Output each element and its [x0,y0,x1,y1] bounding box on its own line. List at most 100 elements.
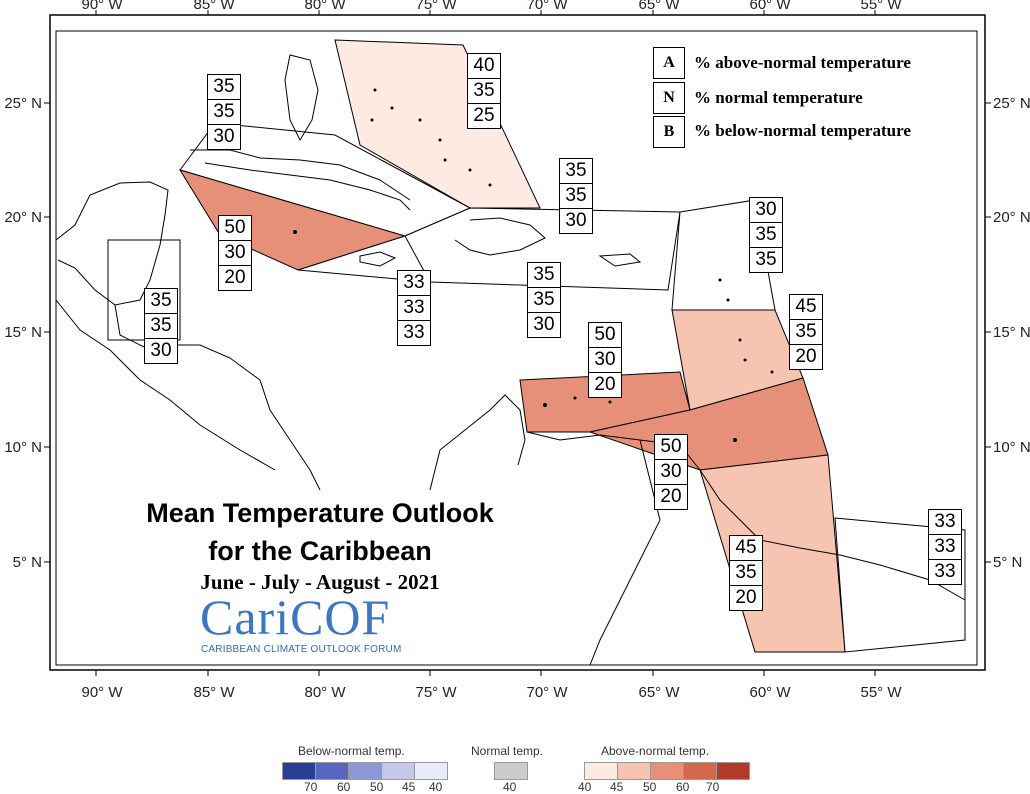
scale-value: 60 [676,780,690,794]
map-title-line1: Mean Temperature Outlook [146,498,494,528]
scale-swatch-above-70 [716,762,750,780]
prob-above: 35 [560,159,592,184]
scale-swatch-below-45 [381,762,415,780]
prob-box-jamaica: 33 33 33 [397,270,431,346]
scale-value: 50 [370,780,384,794]
prob-above: 50 [589,323,621,348]
lat-label-left: 20° N [4,209,42,226]
prob-normal: 30 [589,348,621,373]
prob-above: 50 [655,435,687,460]
prob-above: 45 [790,295,822,320]
lat-label-right: 25° N [993,95,1030,112]
legend-key-n: N [653,82,685,114]
prob-box-cuba: 35 35 30 [207,74,241,150]
scale-value: 50 [643,780,657,794]
prob-normal: 35 [468,79,500,104]
map-title-line2: for the Caribbean [208,536,432,566]
prob-normal: 35 [730,561,762,586]
lon-label-bottom: 55° W [860,684,902,701]
prob-normal: 33 [398,296,430,321]
prob-normal: 30 [655,460,687,485]
lat-label-left: 25° N [4,95,42,112]
scale-swatch-below-40 [414,762,448,780]
prob-box-bahamas: 40 35 25 [467,53,501,129]
scale-label-above: Above-normal temp. [601,744,710,758]
prob-below: 33 [934,561,956,582]
prob-box-guyana: 45 35 20 [729,535,763,611]
prob-above: 50 [219,216,251,241]
scale-swatch-above-60 [683,762,717,780]
prob-below: 20 [224,267,246,288]
scale-swatch-normal-40 [494,762,528,780]
prob-box-hispaniola: 35 35 30 [559,158,593,234]
prob-below: 30 [213,126,235,147]
caricof-logo-subtitle: CARIBBEAN CLIMATE OUTLOOK FORUM [201,644,402,655]
coastlines [55,54,966,666]
prob-above: 33 [398,271,430,296]
lon-label-bottom: 65° W [638,684,680,701]
prob-normal: 35 [560,184,592,209]
prob-below: 30 [150,340,172,361]
prob-below: 20 [795,346,817,367]
lon-label-bottom: 60° W [749,684,791,701]
scale-value: 40 [578,780,592,794]
lon-label-top: 80° W [304,0,346,13]
prob-box-puerto-rico: 35 35 30 [527,262,561,338]
axis-ticks [44,10,991,676]
prob-normal: 35 [750,223,782,248]
lat-label-right: 5° N [993,554,1022,571]
lon-label-top: 85° W [193,0,235,13]
prob-normal: 30 [219,241,251,266]
prob-normal: 33 [929,535,961,560]
scale-label-below: Below-normal temp. [298,744,405,758]
prob-box-belize: 35 35 30 [144,288,178,364]
lon-label-bottom: 75° W [415,684,457,701]
prob-normal: 35 [528,288,560,313]
lon-label-bottom: 90° W [81,684,123,701]
prob-below: 33 [403,322,425,343]
lon-label-top: 55° W [860,0,902,13]
lon-label-top: 90° W [81,0,123,13]
prob-below: 30 [565,210,587,231]
prob-above: 30 [750,198,782,223]
lon-label-top: 75° W [415,0,457,13]
scale-swatch-below-70 [282,762,316,780]
prob-above: 35 [145,289,177,314]
scale-swatch-below-60 [315,762,349,780]
region-belize [107,239,181,341]
lat-label-left: 15° N [4,324,42,341]
prob-above: 40 [468,54,500,79]
legend-label-b: % below-normal temperature [694,121,911,140]
prob-below: 20 [660,486,682,507]
lon-label-bottom: 85° W [193,684,235,701]
prob-below: 25 [473,105,495,126]
lon-label-top: 60° W [749,0,791,13]
prob-above: 35 [528,263,560,288]
lon-label-bottom: 80° W [304,684,346,701]
prob-normal: 35 [208,100,240,125]
region-bahamas [334,39,541,209]
caricof-logo: CariCOF [200,589,391,645]
scale-value: 45 [402,780,416,794]
scale-value: 70 [304,780,318,794]
scale-value: 60 [337,780,351,794]
prob-normal: 35 [145,314,177,339]
scale-swatch-below-50 [348,762,382,780]
scale-value: 45 [610,780,624,794]
prob-box-windward-islands: 45 35 20 [789,294,823,370]
lat-label-left: 10° N [4,439,42,456]
prob-above: 33 [929,510,961,535]
legend-key-b: B [653,116,685,148]
lon-label-bottom: 70° W [526,684,568,701]
lat-label-left: 5° N [13,554,42,571]
scale-value: 40 [429,780,443,794]
legend-key-a: A [653,47,685,79]
scale-swatch-above-45 [617,762,651,780]
prob-above: 35 [208,75,240,100]
prob-above: 45 [730,536,762,561]
scale-label-normal: Normal temp. [471,744,544,758]
scale-swatch-above-40 [584,762,618,780]
lat-label-right: 10° N [993,439,1030,456]
prob-below: 20 [735,587,757,608]
